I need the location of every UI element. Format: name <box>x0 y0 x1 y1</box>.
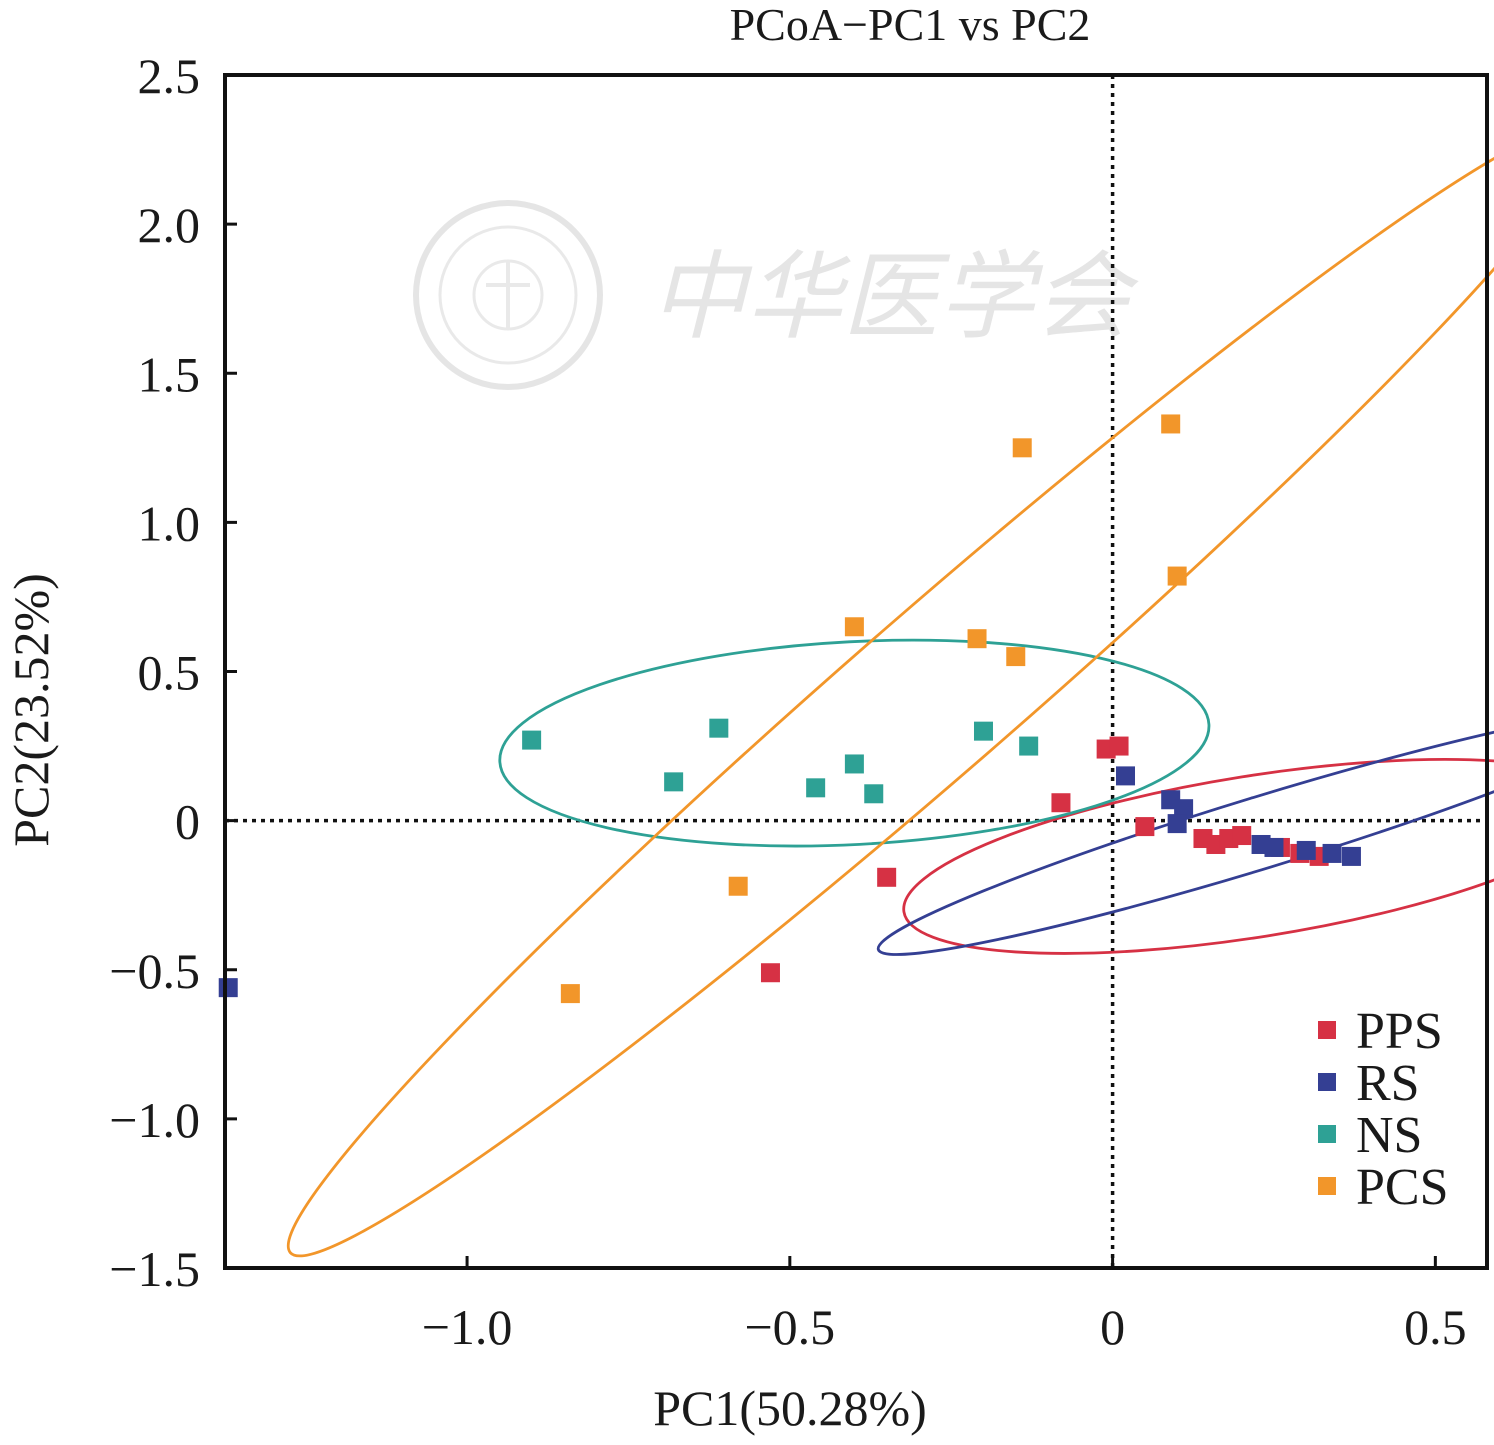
rs-ellipse <box>876 709 1494 956</box>
ns-ellipse <box>498 638 1211 848</box>
legend-pps-label: PPS <box>1356 1003 1443 1060</box>
y-tick-label: 1.0 <box>138 495 201 551</box>
rs-point <box>1296 840 1316 860</box>
ns-point <box>664 772 684 792</box>
legend-pcs-label: PCS <box>1356 1159 1449 1216</box>
ns-point <box>522 730 542 750</box>
pcs-point <box>560 984 580 1004</box>
rs-point <box>1116 766 1136 786</box>
pps-point <box>1109 736 1129 756</box>
pcs-ellipse <box>286 121 1494 1258</box>
pcs-point <box>844 617 864 637</box>
pcs-point <box>1167 566 1187 586</box>
rs-point <box>1264 837 1284 857</box>
legend-rs-label: RS <box>1356 1055 1420 1112</box>
y-tick-label: 2.0 <box>138 197 201 253</box>
rs-point <box>1174 799 1194 819</box>
rs-point <box>1341 846 1361 866</box>
pcs-point <box>728 876 748 896</box>
y-tick-label: 0.5 <box>138 645 201 701</box>
ns-point <box>844 754 864 774</box>
pps-point <box>760 963 780 983</box>
data-points <box>218 414 1361 1004</box>
ns-point <box>709 718 729 738</box>
chart-title: PCoA−PC1 vs PC2 <box>730 0 1091 50</box>
pcs-point <box>967 629 987 649</box>
x-tick-label: −1.0 <box>422 1299 513 1355</box>
x-tick-label: −0.5 <box>744 1299 835 1355</box>
pcs-point <box>1161 414 1181 434</box>
legend-pps-swatch <box>1318 1021 1336 1039</box>
ns-point <box>806 778 826 798</box>
y-tick-label: 0 <box>175 794 200 850</box>
y-axis-ticks: −1.5 −1.0 −0.5 0 0.5 1.0 1.5 2.0 2.5 <box>109 48 237 1297</box>
confidence-ellipses <box>286 121 1494 1258</box>
ns-point <box>1019 736 1039 756</box>
y-axis-label: PC2(23.52%) <box>3 573 59 847</box>
watermark: 中华医学会 <box>413 200 1139 390</box>
x-tick-label: 0 <box>1100 1299 1125 1355</box>
y-tick-label: 1.5 <box>138 346 201 402</box>
legend-ns-label: NS <box>1356 1107 1422 1164</box>
pps-ellipse <box>902 758 1494 955</box>
legend-pcs-swatch <box>1318 1177 1336 1195</box>
watermark-text: 中华医学会 <box>650 241 1139 353</box>
rs-point <box>1322 843 1342 863</box>
rs-point <box>218 978 238 998</box>
ns-point <box>864 784 884 804</box>
legend-rs-swatch <box>1318 1073 1336 1091</box>
pps-point <box>1135 817 1155 837</box>
pcs-point <box>1012 438 1032 458</box>
x-tick-label: 0.5 <box>1404 1299 1467 1355</box>
watermark-seal-icon <box>413 200 603 390</box>
pps-point <box>877 867 897 887</box>
y-tick-label: −1.0 <box>109 1092 200 1148</box>
ns-point <box>973 721 993 741</box>
x-axis-ticks: −1.0 −0.5 0 0.5 <box>422 1256 1467 1355</box>
pcs-point <box>1006 647 1026 667</box>
pps-point <box>1051 793 1071 813</box>
x-axis-label: PC1(50.28%) <box>653 1380 927 1436</box>
y-tick-label: −1.5 <box>109 1241 200 1297</box>
rs-point <box>1167 814 1187 834</box>
y-tick-label: 2.5 <box>138 48 201 104</box>
pps-point <box>1232 826 1252 846</box>
legend-ns-swatch <box>1318 1125 1336 1143</box>
y-tick-label: −0.5 <box>109 943 200 999</box>
